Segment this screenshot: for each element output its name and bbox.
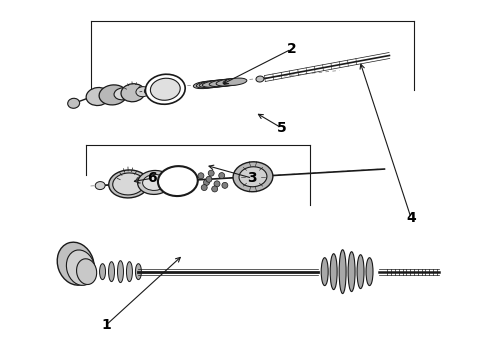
Ellipse shape	[108, 262, 115, 282]
Ellipse shape	[212, 186, 218, 192]
Text: 5: 5	[277, 121, 287, 135]
Ellipse shape	[136, 87, 150, 97]
Ellipse shape	[113, 173, 145, 195]
Ellipse shape	[114, 88, 132, 100]
Ellipse shape	[150, 78, 180, 100]
Ellipse shape	[68, 98, 80, 108]
Ellipse shape	[158, 166, 198, 196]
Ellipse shape	[216, 78, 244, 86]
Ellipse shape	[201, 185, 207, 190]
Ellipse shape	[95, 181, 105, 190]
Ellipse shape	[256, 76, 264, 82]
Ellipse shape	[219, 172, 225, 179]
Ellipse shape	[66, 250, 95, 285]
Ellipse shape	[138, 171, 172, 194]
Ellipse shape	[146, 74, 185, 104]
Ellipse shape	[203, 179, 210, 185]
Text: 2: 2	[287, 42, 296, 56]
Ellipse shape	[99, 264, 105, 280]
Ellipse shape	[208, 170, 214, 176]
Ellipse shape	[348, 252, 355, 292]
Ellipse shape	[199, 80, 231, 88]
Ellipse shape	[121, 84, 145, 102]
Text: 4: 4	[406, 211, 416, 225]
Ellipse shape	[57, 242, 94, 285]
Ellipse shape	[202, 79, 238, 87]
Ellipse shape	[126, 262, 132, 282]
Ellipse shape	[357, 255, 364, 289]
Ellipse shape	[223, 78, 247, 85]
Ellipse shape	[198, 173, 204, 179]
Ellipse shape	[366, 258, 373, 285]
Ellipse shape	[76, 259, 97, 284]
Ellipse shape	[143, 175, 167, 190]
Ellipse shape	[86, 87, 110, 105]
Ellipse shape	[330, 254, 337, 289]
Ellipse shape	[321, 258, 328, 285]
Ellipse shape	[209, 79, 241, 87]
Ellipse shape	[339, 250, 346, 293]
Ellipse shape	[99, 85, 127, 105]
Ellipse shape	[194, 81, 217, 89]
Text: 1: 1	[101, 318, 111, 332]
Ellipse shape	[118, 261, 123, 283]
Text: 6: 6	[147, 171, 157, 185]
Ellipse shape	[135, 264, 142, 280]
Ellipse shape	[233, 162, 273, 192]
Ellipse shape	[214, 181, 220, 187]
Ellipse shape	[239, 167, 267, 187]
Ellipse shape	[109, 170, 148, 198]
Ellipse shape	[206, 176, 212, 182]
Ellipse shape	[196, 81, 224, 88]
Text: 3: 3	[247, 171, 257, 185]
Ellipse shape	[145, 87, 156, 95]
Ellipse shape	[222, 183, 228, 188]
